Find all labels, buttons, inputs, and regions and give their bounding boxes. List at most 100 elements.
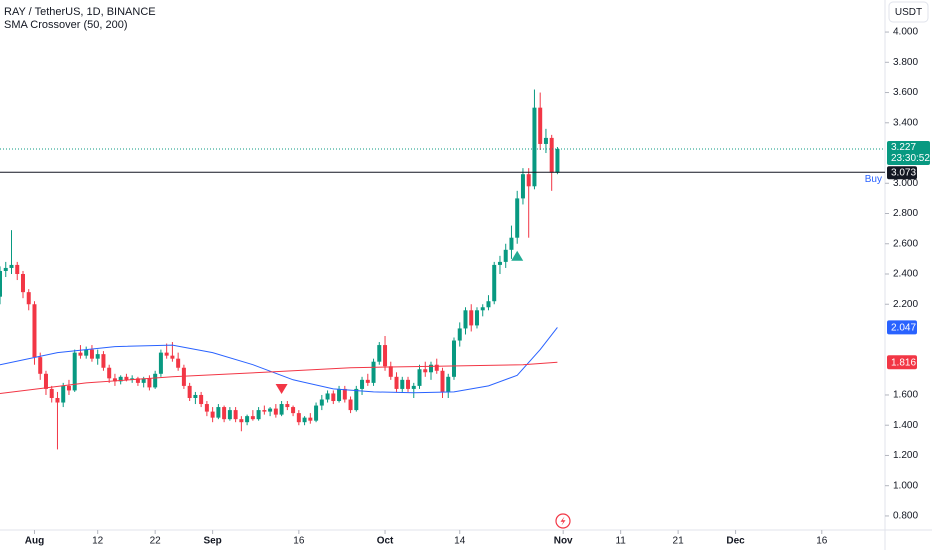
- candle-body: [365, 379, 370, 383]
- candle-body: [3, 267, 8, 271]
- candle-body: [210, 411, 215, 418]
- candle-body: [43, 373, 48, 389]
- y-tick-label: 1.200: [893, 450, 918, 461]
- candle-body: [480, 307, 485, 311]
- y-tick-label: 2.200: [893, 299, 918, 310]
- x-tick-label: 21: [673, 536, 685, 547]
- candle-body: [509, 237, 514, 250]
- y-tick-label: 3.000: [893, 178, 918, 189]
- candle-body: [181, 367, 186, 386]
- sma-label: 2.047: [891, 323, 916, 334]
- candle-body: [549, 137, 554, 173]
- candle-body: [532, 107, 537, 187]
- candle-body: [233, 410, 238, 420]
- candle-body: [95, 354, 100, 359]
- events-icon[interactable]: [555, 513, 571, 529]
- candle-body: [187, 385, 192, 398]
- candle-body: [118, 376, 123, 382]
- candle-body: [538, 107, 543, 144]
- candle-body: [429, 364, 434, 373]
- y-tick-label: 4.000: [893, 27, 918, 38]
- candle-body: [72, 352, 77, 391]
- sma-line: [0, 327, 558, 394]
- candle-body: [457, 328, 462, 341]
- y-tick-label: 1.600: [893, 390, 918, 401]
- candle-body: [423, 369, 428, 373]
- candle-body: [440, 370, 445, 392]
- y-tick-label: 2.600: [893, 238, 918, 249]
- order-price-label-bg: [887, 166, 917, 180]
- candle-body: [469, 310, 474, 326]
- candle-body: [400, 379, 405, 389]
- candle-body: [279, 404, 284, 415]
- candle-body: [348, 399, 353, 411]
- x-tick-label: Sep: [203, 536, 221, 547]
- y-tick-label: 2.800: [893, 208, 918, 219]
- y-tick-label: 1.400: [893, 420, 918, 431]
- candle-body: [520, 174, 525, 199]
- candle-body: [314, 405, 319, 421]
- candles: [0, 89, 560, 450]
- x-tick-label: Dec: [726, 536, 745, 547]
- candle-body: [15, 264, 20, 274]
- order-price-label: 3.073: [891, 167, 916, 178]
- candle-body: [26, 292, 31, 305]
- candle-body: [296, 413, 301, 423]
- candle-body: [555, 148, 560, 173]
- candle-body: [84, 349, 89, 356]
- candle-body: [262, 410, 267, 412]
- candle-body: [446, 376, 451, 392]
- candle-body: [55, 397, 60, 403]
- candle-body: [406, 379, 411, 389]
- candle-body: [526, 174, 531, 187]
- candle-body: [9, 264, 14, 268]
- candle-body: [124, 376, 129, 380]
- x-tick-label: 12: [92, 536, 104, 547]
- candle-body: [302, 417, 307, 423]
- candle-body: [101, 354, 106, 368]
- candle-body: [308, 417, 313, 421]
- candle-body: [38, 357, 43, 374]
- candle-body: [354, 388, 359, 411]
- x-tick-label: 16: [816, 536, 828, 547]
- candle-body: [291, 407, 296, 414]
- candle-body: [250, 416, 255, 420]
- candle-body: [239, 419, 244, 423]
- candle-body: [331, 393, 336, 402]
- candle-body: [285, 404, 290, 408]
- candle-body: [411, 385, 416, 389]
- candle-body: [227, 410, 232, 420]
- candle-body: [388, 366, 393, 377]
- x-tick-label: Nov: [554, 536, 573, 547]
- candle-body: [515, 198, 520, 238]
- currency-label[interactable]: USDT: [895, 7, 922, 18]
- candle-body: [503, 249, 508, 262]
- sell-signal: [275, 384, 288, 395]
- x-tick-label: 22: [150, 536, 162, 547]
- candle-body: [543, 137, 548, 144]
- currency-button[interactable]: [888, 1, 929, 23]
- candle-body: [204, 404, 209, 412]
- chart-title: RAY / TetherUS, 1D, BINANCE: [4, 6, 156, 18]
- candle-body: [193, 394, 198, 398]
- candle-body: [474, 310, 479, 326]
- candle-body: [0, 270, 2, 297]
- candle-body: [245, 416, 250, 423]
- indicator-name: SMA Crossover (50, 200): [4, 19, 128, 31]
- y-tick-label: 3.600: [893, 87, 918, 98]
- candle-body: [342, 388, 347, 400]
- candle-body: [325, 393, 330, 400]
- y-tick-label: 0.800: [893, 511, 918, 522]
- candle-body: [153, 373, 158, 388]
- candle-body: [20, 273, 25, 293]
- candle-body: [377, 345, 382, 362]
- candle-body: [256, 410, 261, 420]
- x-tick-label: Aug: [25, 536, 44, 547]
- candle-body: [147, 378, 152, 388]
- y-tick-label: 3.800: [893, 57, 918, 68]
- sma-label-bg: [887, 320, 917, 335]
- candle-body: [107, 367, 112, 379]
- candle-body: [32, 304, 37, 358]
